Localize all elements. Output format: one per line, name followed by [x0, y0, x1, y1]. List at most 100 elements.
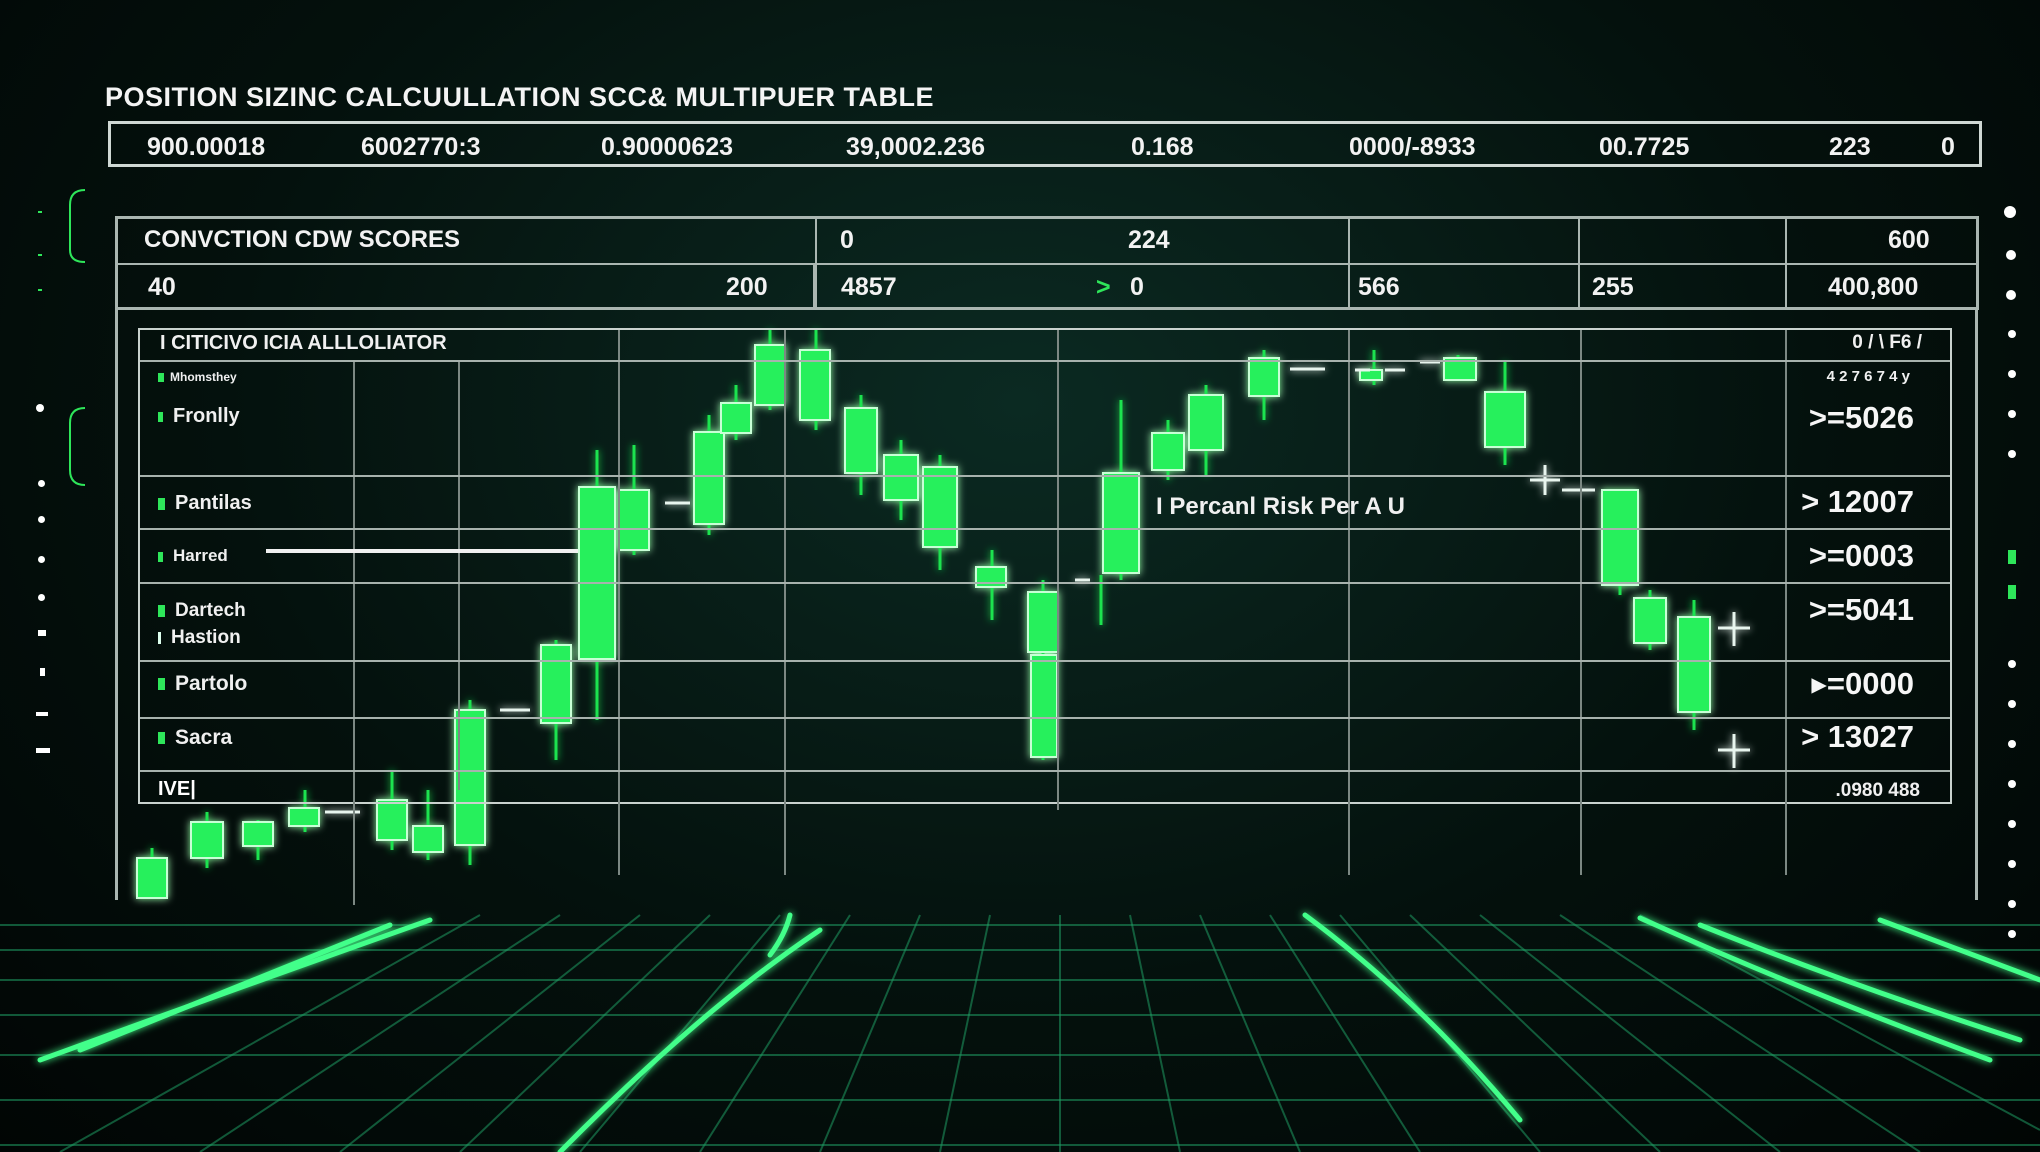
allocator-row-label: Fronlly [158, 405, 240, 428]
glow-curves [37, 912, 2040, 1152]
grid-line [353, 360, 355, 905]
bullet-icon [158, 678, 165, 691]
side-dot [36, 404, 44, 412]
allocator-row-value: >=0003 [1808, 538, 1914, 573]
table-cell: 224 [1128, 226, 1170, 254]
table-cell: 400,800 [1828, 273, 1919, 301]
allocator-row-value: >=5041 [1808, 592, 1914, 627]
bullet-icon [158, 497, 165, 510]
side-dot [2008, 660, 2016, 668]
side-dot [2008, 740, 2016, 748]
grid-line [140, 582, 1950, 584]
grid-line [1057, 330, 1059, 810]
header-value: 0 [1941, 133, 1955, 161]
table-divider [1785, 219, 1787, 307]
bullet-icon [158, 551, 163, 562]
table-divider [1348, 219, 1350, 307]
allocator-row-label: Partolo [158, 672, 247, 696]
allocator-panel: I CITICIVO ICIA ALLLOLIATOR 0 / \ F6 / M… [138, 328, 1952, 905]
grid-line [140, 770, 1950, 772]
side-dot [2008, 780, 2016, 788]
bullet-icon [158, 732, 165, 745]
conviction-scores-table: CONVCTION CDW SCORES 0 224 600 40 200 48… [115, 216, 1979, 310]
header-value: 0.168 [1131, 133, 1194, 161]
side-dot [2008, 450, 2016, 458]
row-label-text: Dartech [175, 600, 246, 621]
header-value: 900.00018 [147, 133, 266, 161]
side-dot [2008, 410, 2016, 418]
footer-right-label: .0980 488 [1835, 780, 1920, 801]
risk-per-unit-label: I Percanl Risk Per A U [1156, 493, 1405, 520]
grid-line [140, 717, 1950, 719]
side-dot [2008, 700, 2016, 708]
allocator-sub-label: Mhomsthey [158, 370, 237, 384]
side-dot [38, 516, 45, 523]
table-cell: 0 [1130, 273, 1144, 301]
side-dot [2004, 206, 2016, 218]
grid-line [140, 475, 1950, 477]
table-divider [1578, 219, 1580, 307]
grid-line [1580, 330, 1582, 875]
side-dot [2008, 860, 2016, 868]
grid-line [140, 660, 1950, 662]
row-label-text: Partolo [175, 672, 248, 695]
side-dot [38, 594, 45, 601]
side-dash [40, 668, 45, 676]
allocator-sub-right: 4 2 7 6 7 4 y [1826, 368, 1910, 385]
frame-left-edge [115, 310, 118, 900]
side-dash [2008, 585, 2016, 599]
side-dot [38, 556, 45, 563]
header-value: 00.7725 [1599, 133, 1690, 161]
side-dot [2008, 820, 2016, 828]
allocator-row-label: Dartech [158, 600, 246, 622]
side-dot [2006, 290, 2016, 300]
side-dot [38, 480, 45, 487]
allocator-row-value: ▸=0000 [1811, 666, 1914, 701]
bullet-icon [158, 631, 161, 644]
header-value: 0000/-8933 [1349, 133, 1476, 161]
table-divider [813, 265, 815, 307]
left-brackets [38, 189, 86, 486]
allocator-row-label-2: Hastion [158, 627, 241, 649]
arrow-indicator: > [1096, 273, 1111, 301]
grid-line [140, 360, 1950, 362]
allocator-row-value: >=5026 [1808, 400, 1914, 435]
table-divider [815, 219, 817, 307]
side-dot [2008, 370, 2016, 378]
allocator-sub-label-text: Mhomsthey [170, 370, 237, 384]
header-value: 39,0002.236 [846, 133, 986, 161]
side-dot [2006, 250, 2016, 260]
bullet-icon [158, 373, 164, 383]
grid-line [784, 330, 786, 875]
header-value: 6002770:3 [361, 133, 481, 161]
header-value: 0.90000623 [601, 133, 734, 161]
page-title: POSITION SIZINC CALCUULLATION SCC& MULTI… [105, 82, 934, 112]
allocator-top-right: 0 / \ F6 / [1852, 332, 1922, 353]
footer-left-label: IVE| [158, 778, 196, 800]
row-label-text: Harred [173, 546, 228, 565]
table-divider [118, 263, 1976, 265]
pointer-line [266, 549, 578, 553]
row-label-text: Fronlly [173, 405, 240, 427]
perspective-floor [0, 914, 2040, 1152]
side-dot [2008, 930, 2016, 938]
row-label-text: Hastion [171, 627, 241, 648]
allocator-title: I CITICIVO ICIA ALLLOLIATOR [160, 332, 447, 354]
grid-line [140, 528, 1950, 530]
side-dash [2008, 550, 2016, 564]
table-cell: 600 [1888, 226, 1930, 254]
table-cell: 0 [840, 226, 854, 254]
bullet-icon [158, 411, 163, 422]
allocator-row-value: > 12007 [1801, 484, 1914, 519]
side-dash [36, 748, 50, 753]
table-cell: 40 [148, 273, 176, 301]
grid-line [1348, 330, 1350, 875]
frame-right-edge [1975, 310, 1978, 900]
bullet-icon [158, 604, 165, 617]
allocator-row-value: > 13027 [1801, 719, 1914, 754]
table-cell: 200 [726, 273, 768, 301]
grid-line [458, 360, 460, 790]
conviction-label: CONVCTION CDW SCORES [144, 226, 461, 253]
side-dash [36, 712, 48, 716]
